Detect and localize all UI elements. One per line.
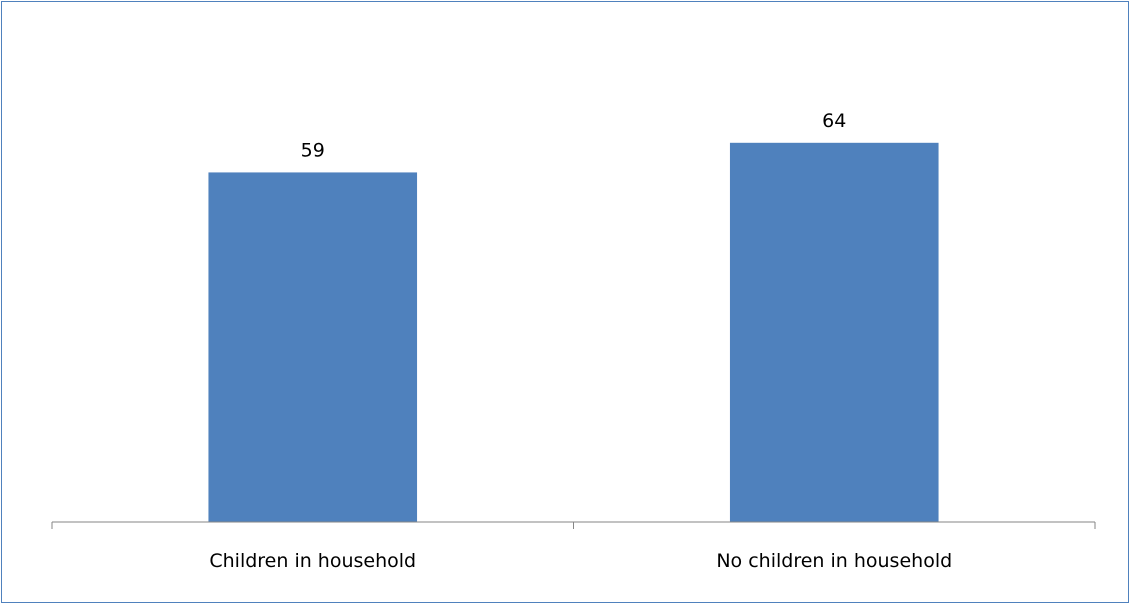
bars-group <box>208 142 939 523</box>
data-label-2: 64 <box>822 110 846 132</box>
x-tick-label-2: No children in household <box>716 550 952 572</box>
bar-1 <box>208 172 418 523</box>
bar-2 <box>729 142 939 523</box>
x-tick-label-1: Children in household <box>209 550 416 572</box>
x-axis <box>51 521 1096 529</box>
data-labels-group: 59 64 <box>301 110 847 162</box>
x-tick-labels-group: Children in household No children in hous… <box>209 550 952 572</box>
data-label-1: 59 <box>301 139 325 161</box>
